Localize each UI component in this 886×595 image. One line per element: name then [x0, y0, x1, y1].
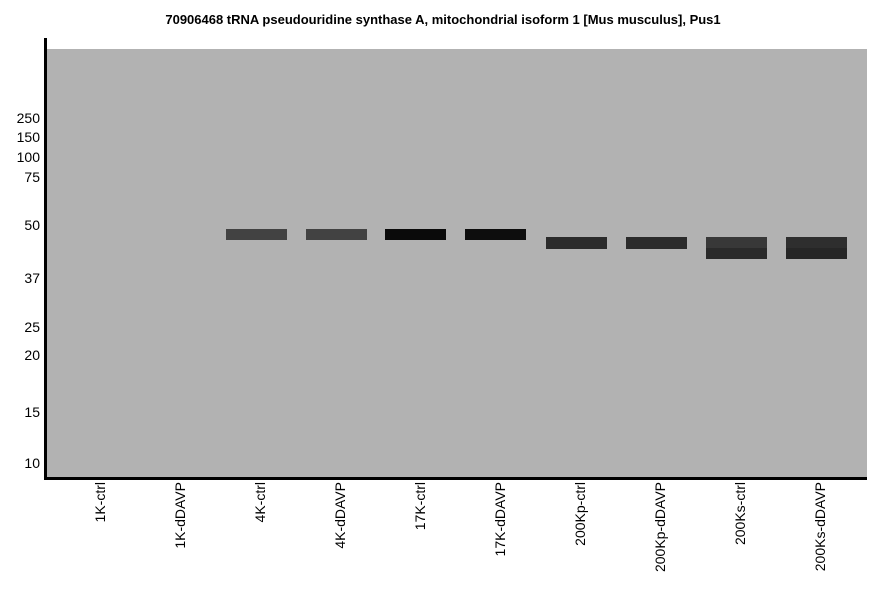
- mw-tick-label-25: 25: [24, 319, 40, 335]
- lane-label-4K-ctrl: 4K-ctrl: [252, 482, 268, 523]
- band-17K-dDAVP: [465, 229, 526, 240]
- mw-tick-label-37: 37: [24, 270, 40, 286]
- gel-background: [47, 49, 867, 477]
- mw-tick-label-50: 50: [24, 217, 40, 233]
- band-4K-dDAVP: [306, 229, 367, 240]
- mw-tick-label-10: 10: [24, 455, 40, 471]
- lane-label-17K-dDAVP: 17K-dDAVP: [492, 482, 508, 557]
- mw-tick-label-75: 75: [24, 169, 40, 185]
- band-200Kp-ctrl: [546, 237, 607, 249]
- lane-label-1K-dDAVP: 1K-dDAVP: [172, 482, 188, 549]
- lane-label-200Kp-ctrl: 200Kp-ctrl: [572, 482, 588, 546]
- band-17K-ctrl: [385, 229, 446, 240]
- mw-tick-label-15: 15: [24, 404, 40, 420]
- mw-tick-label-20: 20: [24, 347, 40, 363]
- band-200Ks-ctrl: [706, 237, 767, 259]
- lane-label-17K-ctrl: 17K-ctrl: [412, 482, 428, 531]
- lane-label-200Ks-dDAVP: 200Ks-dDAVP: [812, 482, 828, 572]
- band-4K-ctrl: [226, 229, 287, 240]
- x-axis-line: [44, 477, 867, 480]
- mw-tick-label-250: 250: [16, 110, 40, 126]
- mw-tick-label-100: 100: [16, 149, 40, 165]
- lane-label-4K-dDAVP: 4K-dDAVP: [332, 482, 348, 549]
- lane-label-200Ks-ctrl: 200Ks-ctrl: [732, 482, 748, 546]
- lane-label-1K-ctrl: 1K-ctrl: [92, 482, 108, 523]
- lane-label-200Kp-dDAVP: 200Kp-dDAVP: [652, 482, 668, 573]
- y-axis-line: [44, 38, 47, 480]
- band-200Ks-dDAVP: [786, 237, 847, 259]
- band-200Kp-dDAVP: [626, 237, 687, 249]
- figure-title: 70906468 tRNA pseudouridine synthase A, …: [165, 12, 721, 27]
- mw-tick-label-150: 150: [16, 129, 40, 145]
